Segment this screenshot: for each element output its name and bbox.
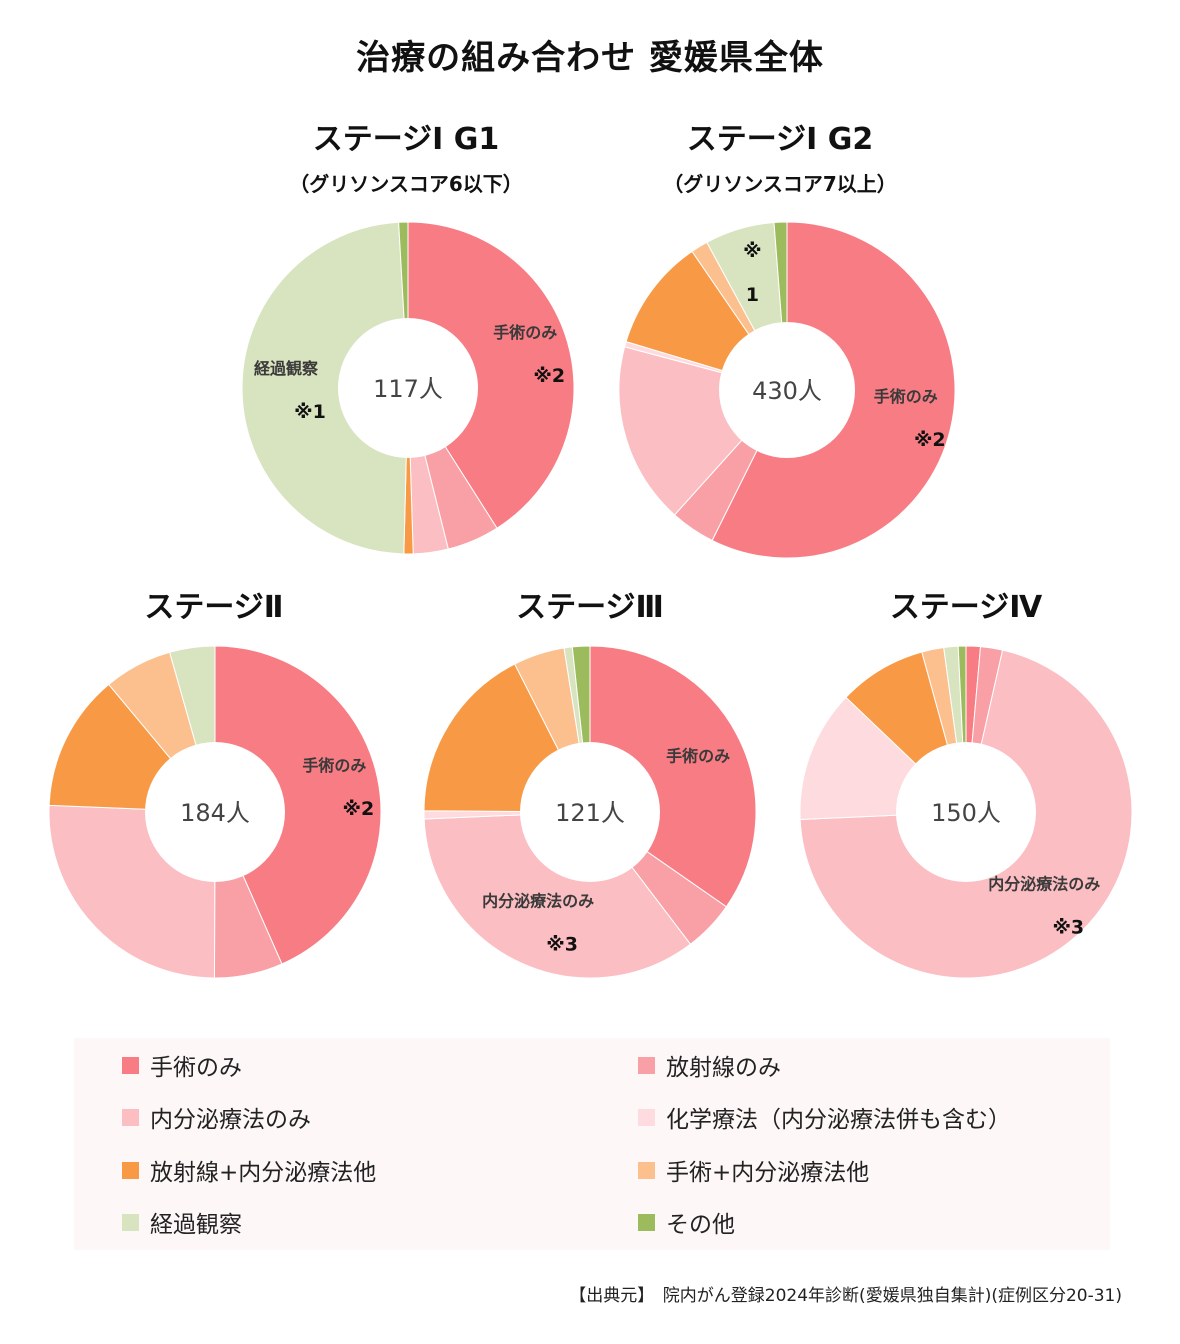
slice-note-label: ※ xyxy=(743,240,761,262)
chart-subtitle-stage1-g2: （グリソンスコア7以上） xyxy=(663,172,897,196)
legend-item: 内分泌療法のみ xyxy=(122,1100,311,1134)
legend-label: 経過観察 xyxy=(150,1212,242,1238)
chart-title-stage1-g1: ステージⅠ G1 xyxy=(312,122,500,157)
donut-slice xyxy=(589,645,757,908)
donut-hole xyxy=(896,742,1036,882)
donut-center-total: 150人 xyxy=(931,799,1001,827)
legend-swatch xyxy=(122,1056,139,1074)
chart-title-stage4: ステージⅣ xyxy=(889,590,1043,625)
legend: 手術のみ 放射線のみ 内分泌療法のみ 化学療法（内分泌療法併も含む） 放射線+内… xyxy=(74,1038,1110,1250)
slice-label: 手術のみ xyxy=(874,387,938,406)
slice-note-label: ※3 xyxy=(546,933,578,955)
donut-center-total: 430人 xyxy=(752,377,822,405)
source-note: 【出典元】 院内がん登録2024年診断(愛媛県独自集計)(症例区分20-31) xyxy=(569,1286,1122,1306)
donut-center-total: 184人 xyxy=(180,799,250,827)
chart-title-stage1-g2: ステージⅠ G2 xyxy=(686,122,874,157)
legend-item: 放射線のみ xyxy=(638,1048,781,1082)
donut-center-total: 117人 xyxy=(373,375,443,403)
legend-label: 放射線のみ xyxy=(666,1055,781,1081)
slice-note-label: 1 xyxy=(746,284,759,306)
donut-stage1-g1: 117人 手術のみ ※2 経過観察 ※1 xyxy=(241,221,575,555)
legend-swatch xyxy=(638,1056,655,1074)
legend-swatch xyxy=(122,1161,139,1179)
legend-label: 内分泌療法のみ xyxy=(150,1107,311,1133)
donut-hole xyxy=(719,322,855,458)
slice-label: 内分泌療法のみ xyxy=(988,875,1100,894)
chart-title-stage3: ステージⅢ xyxy=(516,590,664,625)
slice-label: 内分泌療法のみ xyxy=(482,891,594,910)
donut-hole xyxy=(520,742,660,882)
slice-note-label: ※2 xyxy=(343,798,375,820)
legend-swatch xyxy=(638,1213,655,1231)
legend-item: 経過観察 xyxy=(122,1205,242,1239)
chart-subtitle-stage1-g1: （グリソンスコア6以下） xyxy=(289,172,523,196)
legend-label: その他 xyxy=(666,1212,735,1238)
donut-slice xyxy=(214,645,382,965)
slice-note-label: ※3 xyxy=(1052,917,1084,939)
donut-slice xyxy=(407,221,575,529)
legend-item: 放射線+内分泌療法他 xyxy=(122,1153,376,1187)
legend-swatch xyxy=(638,1161,655,1179)
donut-stage2: 184人 手術のみ ※2 xyxy=(48,645,382,979)
slice-label: 手術のみ xyxy=(302,756,366,775)
legend-item: 手術のみ xyxy=(122,1048,242,1082)
legend-label: 放射線+内分泌療法他 xyxy=(150,1160,377,1186)
legend-label: 化学療法（内分泌療法併も含む） xyxy=(666,1107,1011,1133)
page-title: 治療の組み合わせ 愛媛県全体 xyxy=(356,38,824,78)
legend-item: その他 xyxy=(638,1205,735,1239)
legend-item: 手術+内分泌療法他 xyxy=(638,1153,869,1187)
slice-note-label: ※2 xyxy=(533,365,565,387)
legend-swatch xyxy=(122,1213,139,1231)
donut-center-total: 121人 xyxy=(555,799,625,827)
donut-slice xyxy=(241,221,409,555)
legend-swatch xyxy=(122,1108,139,1126)
slice-label: 手術のみ xyxy=(666,747,730,766)
chart-title-stage2: ステージⅡ xyxy=(144,590,284,625)
slice-label: 手術のみ xyxy=(493,323,557,342)
legend-item: 化学療法（内分泌療法併も含む） xyxy=(638,1100,1011,1134)
donut-slice xyxy=(423,811,692,979)
legend-swatch xyxy=(638,1108,655,1126)
legend-label: 手術のみ xyxy=(150,1055,242,1081)
donut-hole xyxy=(338,318,478,458)
slice-note-label: ※1 xyxy=(294,401,326,423)
donut-stage1-g2: 430人 手術のみ ※2 ※ 1 xyxy=(618,221,956,559)
slice-note-label: ※2 xyxy=(914,429,946,451)
legend-label: 手術+内分泌療法他 xyxy=(666,1160,870,1186)
slice-label: 経過観察 xyxy=(254,359,319,378)
donut-hole xyxy=(145,742,285,882)
